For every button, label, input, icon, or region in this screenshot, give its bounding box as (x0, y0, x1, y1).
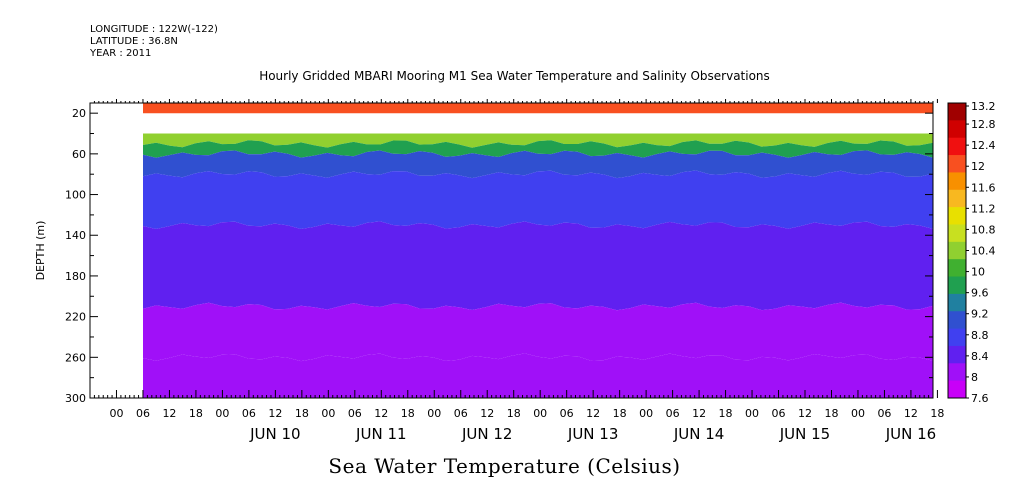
longitude-label: LONGITUDE : 122W(-122) (90, 24, 218, 35)
colorbar-swatch (948, 345, 966, 364)
latitude-label: LATITUDE : 36.8N (90, 36, 178, 47)
colorbar-label: 12 (971, 160, 985, 173)
x-tick-label: 06 (242, 407, 256, 420)
x-day-label: JUN 15 (779, 425, 830, 443)
temperature-band (143, 150, 933, 179)
colorbar-swatch (948, 311, 966, 330)
x-tick-label: 00 (851, 407, 865, 420)
y-axis-label: DEPTH (m) (34, 221, 47, 281)
temperature-band (143, 221, 933, 311)
y-tick-label: 60 (72, 148, 86, 161)
x-day-label: JUN 11 (355, 425, 406, 443)
colorbar-label: 8.8 (971, 329, 989, 342)
x-tick-label: 12 (692, 407, 706, 420)
x-tick-label: 06 (877, 407, 891, 420)
colorbar-label: 12.4 (971, 139, 996, 152)
temperature-depth-chart: 20 60 100 140 180 220 260 300 DEPTH (m) 00 06 12 18 0… (34, 99, 996, 443)
x-tick-label: 18 (295, 407, 309, 420)
y-tick-label: 180 (65, 270, 86, 283)
x-tick-label: 06 (772, 407, 786, 420)
colorbar-label: 13.2 (971, 100, 996, 113)
x-tick-label: 18 (401, 407, 415, 420)
x-tick-label: 12 (268, 407, 282, 420)
colorbar-label: 10.8 (971, 223, 996, 236)
x-day-label: JUN 12 (461, 425, 512, 443)
chart-title: Hourly Gridded MBARI Mooring M1 Sea Wate… (259, 69, 770, 83)
colorbar-label: 11.6 (971, 181, 996, 194)
colorbar-swatch (948, 103, 966, 121)
colorbar-swatch (948, 328, 966, 347)
x-tick-label: 18 (930, 407, 944, 420)
x-tick-label: 12 (798, 407, 812, 420)
x-day-label: JUN 13 (567, 425, 618, 443)
x-day-label: JUN 16 (885, 425, 936, 443)
y-tick-label: 260 (65, 351, 86, 364)
x-tick-label: 00 (639, 407, 653, 420)
colorbar-label: 12.8 (971, 118, 996, 131)
temperature-band (143, 103, 933, 114)
temperature-band (143, 170, 933, 229)
colorbar-swatch (948, 276, 966, 295)
colorbar-swatch (948, 120, 966, 139)
x-tick-label: 12 (904, 407, 918, 420)
x-tick-label: 00 (215, 407, 229, 420)
x-day-label: JUN 14 (673, 425, 724, 443)
x-tick-label: 00 (427, 407, 441, 420)
x-tick-label: 12 (480, 407, 494, 420)
x-tick-label: 06 (136, 407, 150, 420)
x-tick-label: 06 (454, 407, 468, 420)
colorbar-swatch (948, 172, 966, 191)
colorbar-swatch (948, 224, 966, 243)
colorbar-swatch (948, 137, 966, 156)
x-tick-label: 06 (666, 407, 680, 420)
colorbar-swatch (948, 189, 966, 208)
y-tick-label: 220 (65, 311, 86, 324)
x-tick-label: 00 (321, 407, 335, 420)
colorbar-swatch (948, 259, 966, 278)
colorbar-swatch (948, 380, 966, 399)
colorbar-label: 9.6 (971, 287, 989, 300)
x-tick-label: 12 (586, 407, 600, 420)
y-tick-label: 140 (65, 229, 86, 242)
x-day-label: JUN 10 (249, 425, 300, 443)
colorbar-label: 8 (971, 371, 978, 384)
colorbar-label: 10.4 (971, 245, 996, 258)
x-tick-label: 12 (162, 407, 176, 420)
colorbar-swatch (948, 363, 966, 382)
colorbar-swatch (948, 155, 966, 173)
metadata-block: LONGITUDE : 122W(-122) LATITUDE : 36.8N … (90, 24, 218, 60)
x-tick-label: 18 (613, 407, 627, 420)
x-tick-label: 18 (719, 407, 733, 420)
colorbar-label: 7.6 (971, 392, 989, 405)
x-tick-label: 12 (374, 407, 388, 420)
temperature-band (143, 302, 933, 362)
x-tick-label: 06 (348, 407, 362, 420)
temperature-band (143, 353, 933, 398)
temperature-band (143, 140, 933, 158)
y-tick-label: 300 (65, 392, 86, 405)
x-tick-label: 18 (189, 407, 203, 420)
plot-frame (89, 102, 934, 399)
y-tick-label: 20 (72, 107, 86, 120)
colorbar-label: 10 (971, 266, 985, 279)
x-tick-label: 06 (560, 407, 574, 420)
colorbar-swatch (948, 241, 966, 260)
variable-title: Sea Water Temperature (Celsius) (328, 454, 681, 478)
temperature-band (143, 133, 933, 148)
x-tick-label: 00 (109, 407, 123, 420)
colorbar-swatch (948, 207, 966, 225)
x-tick-label: 00 (533, 407, 547, 420)
colorbar-label: 11.2 (971, 202, 996, 215)
x-tick-label: 00 (745, 407, 759, 420)
x-tick-label: 18 (507, 407, 521, 420)
year-label: YEAR : 2011 (90, 48, 152, 59)
colorbar-swatch (948, 293, 966, 312)
colorbar-label: 9.2 (971, 308, 989, 321)
colorbar-label: 8.4 (971, 350, 989, 363)
y-tick-label: 100 (65, 189, 86, 202)
x-tick-label: 18 (824, 407, 838, 420)
